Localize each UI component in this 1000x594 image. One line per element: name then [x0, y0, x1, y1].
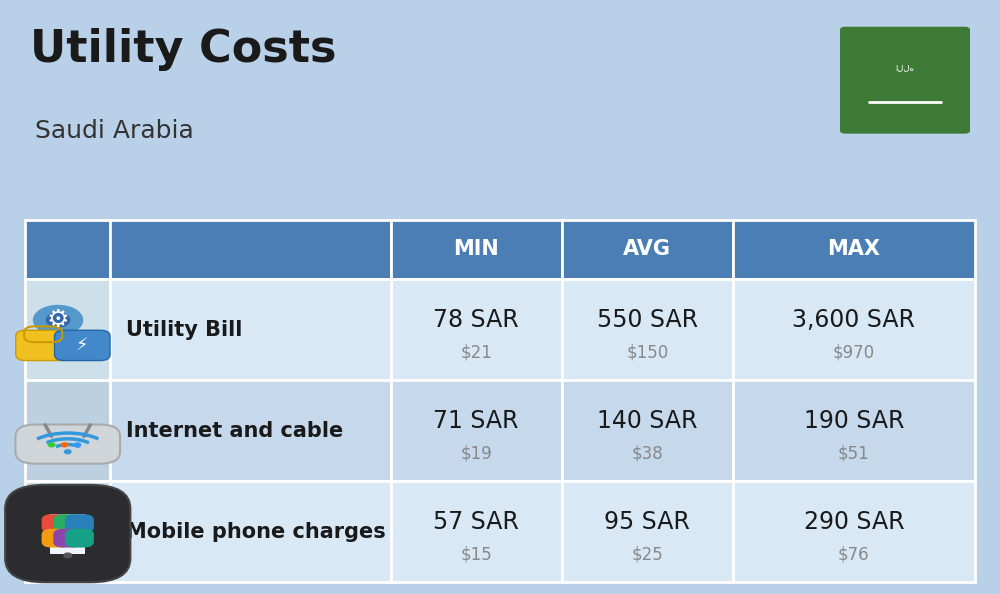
FancyBboxPatch shape — [562, 380, 733, 481]
FancyBboxPatch shape — [110, 220, 391, 279]
Text: $25: $25 — [631, 546, 663, 564]
FancyBboxPatch shape — [391, 380, 562, 481]
FancyBboxPatch shape — [25, 481, 110, 582]
Text: 140 SAR: 140 SAR — [597, 409, 698, 432]
Text: $970: $970 — [833, 344, 875, 362]
Text: $150: $150 — [626, 344, 668, 362]
FancyBboxPatch shape — [15, 425, 120, 464]
FancyBboxPatch shape — [53, 529, 82, 548]
Text: Utility Costs: Utility Costs — [30, 29, 336, 71]
Circle shape — [46, 313, 70, 327]
Text: 71 SAR: 71 SAR — [433, 409, 519, 432]
Text: 95 SAR: 95 SAR — [604, 510, 690, 533]
Circle shape — [48, 443, 55, 447]
Text: $38: $38 — [631, 445, 663, 463]
FancyBboxPatch shape — [391, 279, 562, 380]
FancyBboxPatch shape — [25, 220, 110, 279]
FancyBboxPatch shape — [53, 514, 82, 533]
FancyBboxPatch shape — [42, 514, 71, 533]
FancyBboxPatch shape — [733, 220, 975, 279]
Text: ⚡: ⚡ — [76, 337, 88, 355]
Text: 550 SAR: 550 SAR — [597, 308, 698, 331]
FancyBboxPatch shape — [391, 220, 562, 279]
FancyBboxPatch shape — [55, 330, 110, 361]
FancyBboxPatch shape — [733, 279, 975, 380]
FancyBboxPatch shape — [110, 481, 391, 582]
FancyBboxPatch shape — [733, 380, 975, 481]
FancyBboxPatch shape — [65, 514, 94, 533]
FancyBboxPatch shape — [5, 485, 130, 582]
Text: Mobile phone charges: Mobile phone charges — [126, 522, 385, 542]
FancyBboxPatch shape — [391, 481, 562, 582]
FancyBboxPatch shape — [840, 27, 970, 134]
FancyBboxPatch shape — [733, 481, 975, 582]
FancyBboxPatch shape — [42, 529, 71, 548]
FancyBboxPatch shape — [110, 380, 391, 481]
Circle shape — [74, 443, 81, 447]
FancyBboxPatch shape — [16, 330, 71, 361]
Text: 57 SAR: 57 SAR — [433, 510, 519, 533]
FancyBboxPatch shape — [25, 380, 110, 481]
Text: 290 SAR: 290 SAR — [804, 510, 904, 533]
Text: $76: $76 — [838, 546, 870, 564]
Circle shape — [65, 450, 71, 454]
Text: Utility Bill: Utility Bill — [126, 320, 242, 340]
Text: MIN: MIN — [453, 239, 499, 260]
Text: 78 SAR: 78 SAR — [433, 308, 519, 331]
Text: AVG: AVG — [623, 239, 671, 260]
Text: MAX: MAX — [827, 239, 880, 260]
Text: $51: $51 — [838, 445, 870, 463]
Circle shape — [64, 553, 72, 558]
FancyBboxPatch shape — [50, 514, 85, 554]
Text: Saudi Arabia: Saudi Arabia — [35, 119, 194, 143]
FancyBboxPatch shape — [25, 279, 110, 380]
Text: $21: $21 — [460, 344, 492, 362]
Circle shape — [61, 443, 68, 447]
FancyBboxPatch shape — [65, 529, 94, 548]
Text: 190 SAR: 190 SAR — [804, 409, 904, 432]
Text: $15: $15 — [460, 546, 492, 564]
FancyBboxPatch shape — [110, 279, 391, 380]
Text: 3,600 SAR: 3,600 SAR — [792, 308, 915, 331]
Text: ⚙: ⚙ — [47, 308, 69, 332]
Circle shape — [34, 305, 83, 334]
FancyBboxPatch shape — [562, 220, 733, 279]
FancyBboxPatch shape — [562, 279, 733, 380]
Text: $19: $19 — [460, 445, 492, 463]
Text: Internet and cable: Internet and cable — [126, 421, 343, 441]
FancyBboxPatch shape — [562, 481, 733, 582]
Text: الله: الله — [896, 64, 914, 72]
